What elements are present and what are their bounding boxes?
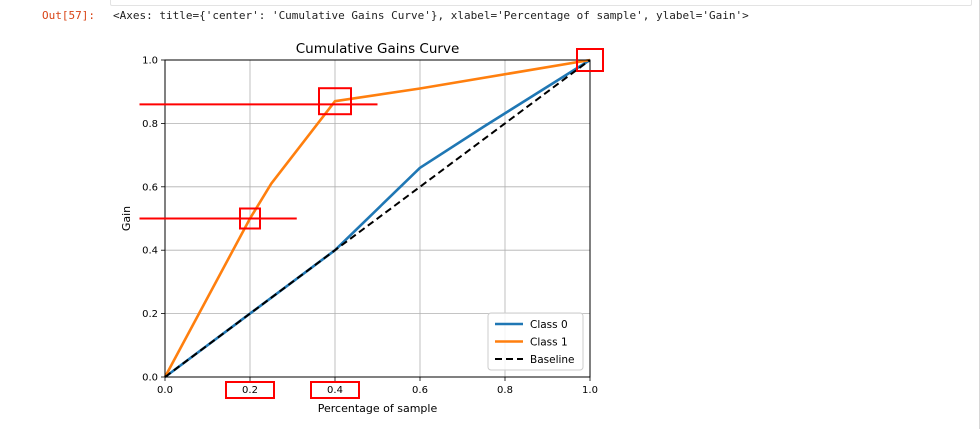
y-tick-label: 1.0 [142, 56, 158, 67]
legend-box [487, 312, 584, 371]
x-axis-label: Percentage of sample [318, 402, 438, 415]
x-tick-label: 0.0 [157, 385, 173, 396]
y-tick-label: 0.8 [142, 119, 158, 130]
y-tick-label: 0.4 [142, 246, 158, 257]
series-lines [163, 58, 591, 379]
y-tick-label: 0.6 [142, 182, 158, 193]
annotation-box [576, 48, 604, 72]
x-tick-label: 0.8 [497, 385, 513, 396]
annotation-box [318, 87, 352, 116]
y-axis-label: Gain [120, 206, 133, 231]
series-line-baseline [164, 59, 591, 378]
tick-label-annotation-box [225, 381, 275, 399]
output-prompt: Out[57]: [42, 9, 95, 22]
red-annotations [139, 48, 604, 399]
annotation-box [239, 207, 261, 230]
axis-ticks: 0.0 0.2 0.4 0.6 0.8 1.0 0.0 0.2 0.4 0.6 0.8 1.0 [142, 56, 598, 397]
legend-label: Class 1 [530, 337, 568, 349]
legend-label: Class 0 [530, 319, 568, 331]
legend-label: Baseline [530, 354, 575, 366]
x-tick-label: 0.2 [242, 385, 258, 396]
output-repr-text[interactable]: <Axes: title={'center': 'Cumulative Gain… [113, 9, 749, 22]
y-tick-label: 0.2 [142, 309, 158, 320]
x-tick-label: 0.4 [327, 385, 343, 396]
tick-label-annotation-box [310, 381, 360, 399]
x-tick-label: 1.0 [582, 385, 598, 396]
previous-cell-edge [110, 0, 972, 6]
series-line-class-1 [163, 58, 591, 378]
chart-title: Cumulative Gains Curve [296, 41, 460, 57]
y-tick-label: 0.0 [142, 373, 158, 384]
legend: Class 0 Class 1 Baseline [487, 312, 584, 371]
x-tick-label: 0.6 [412, 385, 428, 396]
